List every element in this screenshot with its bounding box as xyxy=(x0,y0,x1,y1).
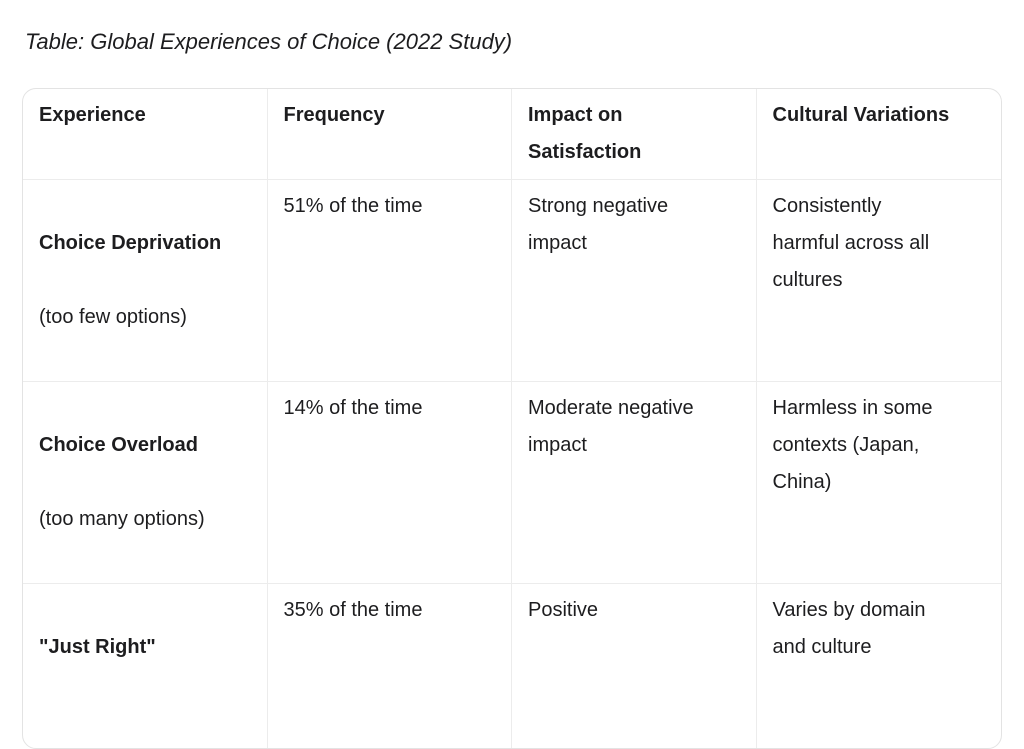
experience-note: (too few options) xyxy=(39,306,187,328)
cell-cultural-variations: Varies by domain and culture xyxy=(772,599,926,658)
choice-table: Experience Frequency Impact on Satisfact… xyxy=(23,89,1001,748)
col-header-experience: Experience xyxy=(23,89,268,180)
choice-table-container: Experience Frequency Impact on Satisfact… xyxy=(22,88,1002,749)
cell-frequency: 35% of the time xyxy=(268,584,512,748)
col-header-frequency: Frequency xyxy=(267,89,512,180)
experience-note: (too many options) xyxy=(39,508,205,530)
table-row-choice-overload: Choice Overload (too many options) 14% o… xyxy=(23,382,1001,584)
cell-impact: Positive xyxy=(512,584,757,748)
cell-cultural-variations: Harmless in some contexts (Japan, China) xyxy=(756,382,1001,584)
cell-experience: Choice Deprivation (too few options) xyxy=(23,180,268,382)
table-row-choice-deprivation: Choice Deprivation (too few options) 51%… xyxy=(23,180,1001,382)
experience-name: Choice Deprivation xyxy=(39,232,222,254)
cell-cultural-variations: Consistently harmful across all cultures xyxy=(756,180,1001,382)
page: Table: Global Experiences of Choice (202… xyxy=(0,28,1024,749)
cell-experience: "Just Right" xyxy=(23,584,268,748)
experience-name: Choice Overload xyxy=(39,434,198,456)
cell-frequency: 14% of the time xyxy=(267,382,512,584)
table-row-just-right: "Just Right" 35% of the time Positive Va… xyxy=(23,584,1001,748)
col-header-cultural-variations: Cultural Variations xyxy=(756,89,1001,180)
header-row: Experience Frequency Impact on Satisfact… xyxy=(23,89,1001,180)
cell-frequency: 51% of the time xyxy=(267,180,512,382)
table-caption: Table: Global Experiences of Choice (202… xyxy=(25,29,513,54)
col-header-impact: Impact on Satisfaction xyxy=(512,89,757,180)
experience-name: "Just Right" xyxy=(39,636,156,658)
cell-experience: Choice Overload (too many options) xyxy=(23,382,268,584)
cell-impact: Moderate negative impact xyxy=(512,382,757,584)
cell-impact: Strong negative impact xyxy=(512,180,757,382)
